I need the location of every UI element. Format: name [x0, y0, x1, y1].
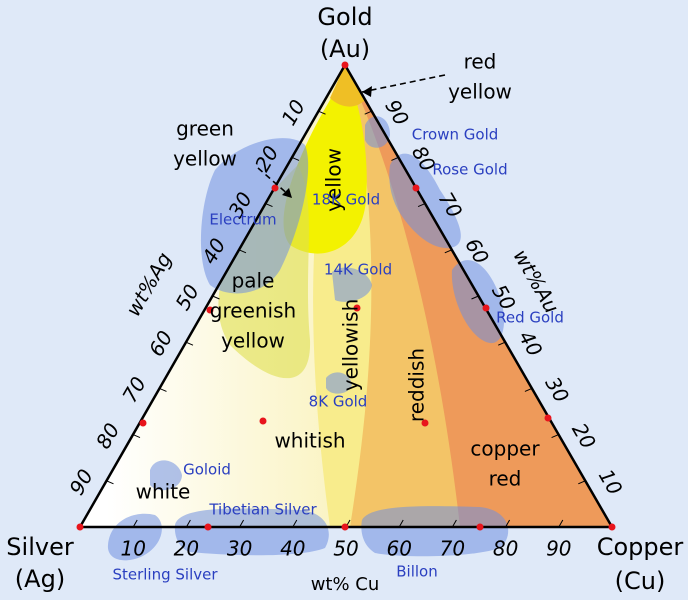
alloy-label: 18K Gold [312, 191, 380, 209]
region-label: red [464, 50, 497, 74]
alloy-label: Rose Gold [432, 161, 507, 179]
tick-mark [159, 387, 167, 392]
tick-label: 70 [117, 373, 151, 407]
region-label: whitish [274, 429, 345, 453]
region-label: copper [470, 437, 540, 461]
rose-gold-area [389, 153, 461, 249]
alloy-label: Goloid [183, 461, 231, 479]
tick-mark [185, 519, 191, 528]
tick-label: 30 [540, 373, 574, 407]
goloid-area [150, 460, 182, 491]
tick-label: 50 [170, 280, 204, 314]
tick-label: 20 [567, 419, 601, 453]
tick-mark [265, 203, 273, 208]
alloy-label: Billon [396, 563, 437, 581]
tick-mark [291, 156, 300, 161]
tick-label: 90 [546, 537, 571, 561]
vertex-name: Copper [597, 533, 684, 561]
tick-label: 10 [276, 95, 310, 129]
region-label: red [489, 467, 522, 491]
region-label: greenish [210, 299, 296, 323]
alloy-label: Red Gold [496, 309, 564, 327]
region-label: yellowish [339, 299, 363, 392]
tick-mark [238, 249, 247, 254]
crown-gold-area [365, 116, 390, 148]
tick-mark [391, 156, 399, 161]
gold-14k-area [332, 267, 372, 302]
axis-label: wt% Cu [311, 574, 380, 595]
tick-label: 80 [91, 419, 125, 453]
red-yellow-region [330, 65, 365, 107]
region-label: pale [232, 269, 275, 293]
region-label: yellow [448, 80, 512, 104]
tick-label: 40 [280, 537, 305, 561]
tick-label: 80 [493, 537, 518, 561]
tick-label: 10 [594, 465, 628, 499]
tick-mark [185, 341, 194, 346]
tick-label: 60 [386, 537, 411, 561]
region-label: white [136, 480, 191, 504]
tick-mark [398, 519, 404, 528]
tick-label: 90 [64, 465, 98, 499]
tick-mark [106, 480, 114, 485]
tick-mark [318, 110, 326, 115]
tick-label: 50 [333, 537, 358, 561]
vertex-name: Gold [317, 3, 372, 31]
tick-mark [471, 295, 479, 300]
tick-mark [132, 434, 141, 439]
vertex-symbol: (Au) [320, 35, 370, 63]
tick-mark [505, 519, 511, 528]
tick-mark [558, 519, 564, 528]
axis-label: wt%Ag [121, 248, 177, 320]
sterling-silver-area [107, 513, 162, 561]
tick-mark [239, 519, 245, 528]
red-gold-area [451, 260, 505, 344]
tick-label: 30 [227, 537, 252, 561]
alloy-label: 8K Gold [309, 393, 368, 411]
region-label: yellow [221, 329, 285, 353]
axis-label: wt%Au [509, 245, 565, 317]
tick-mark [292, 519, 298, 528]
arrows [257, 74, 446, 197]
alloy-label: 14K Gold [324, 261, 392, 279]
tick-mark [212, 295, 220, 300]
vertex-symbol: (Cu) [615, 567, 666, 595]
tick-mark [444, 249, 452, 254]
gold-8k-area [326, 372, 352, 394]
points [76, 61, 616, 531]
region-label: yellow [173, 147, 237, 171]
alloy-areas [107, 116, 509, 561]
alloy-label: Crown Gold [412, 126, 499, 144]
tick-label: 40 [514, 326, 548, 360]
tick-mark [498, 341, 506, 346]
tibetian-silver-area [174, 508, 329, 556]
region-label: reddish [405, 348, 429, 422]
tick-mark [451, 519, 457, 528]
billon-area [361, 506, 509, 557]
tick-mark [364, 110, 372, 115]
tick-label: 10 [120, 537, 145, 561]
region-label: green [176, 117, 234, 141]
vertex-symbol: (Ag) [15, 565, 65, 593]
tick-mark [417, 203, 426, 208]
tick-label: 60 [144, 326, 178, 360]
tick-mark [578, 480, 586, 485]
tick-label: 20 [174, 537, 199, 561]
tick-mark [132, 519, 138, 528]
alloy-label: Tibetian Silver [208, 501, 317, 519]
alloy-label: Electrum [209, 211, 276, 229]
alloy-label: Sterling Silver [112, 566, 218, 584]
vertex-name: Silver [6, 533, 74, 561]
tick-label: 70 [440, 537, 465, 561]
tick-mark [524, 387, 533, 392]
region-label: yellow [322, 148, 346, 212]
tick-mark [551, 434, 559, 439]
